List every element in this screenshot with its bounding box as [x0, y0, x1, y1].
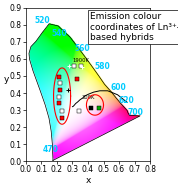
Text: 620: 620 [119, 96, 134, 105]
Y-axis label: y: y [4, 75, 10, 84]
Text: Emission colour
coordinates of Ln³⁺-
based hybrids: Emission colour coordinates of Ln³⁺- bas… [90, 12, 178, 42]
Text: 1900K: 1900K [72, 58, 89, 63]
Text: 700: 700 [128, 108, 143, 117]
Text: 560: 560 [75, 43, 90, 53]
Text: 470: 470 [42, 145, 58, 154]
Text: 540: 540 [51, 29, 67, 38]
Text: 520: 520 [35, 16, 50, 25]
Text: 300K: 300K [82, 95, 95, 100]
Text: 600: 600 [111, 84, 127, 92]
Text: 580: 580 [95, 62, 111, 71]
X-axis label: x: x [85, 176, 91, 185]
